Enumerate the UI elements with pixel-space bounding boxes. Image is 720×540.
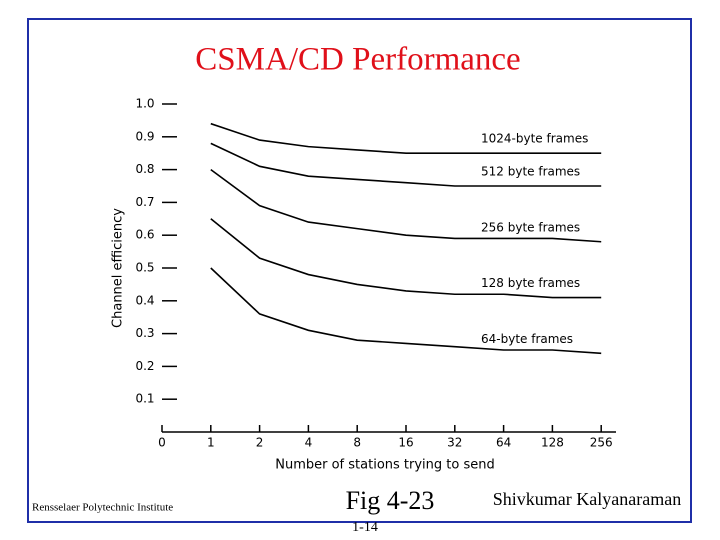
series-label: 256 byte frames bbox=[481, 220, 580, 234]
x-tick-label: 2 bbox=[256, 436, 264, 450]
series-line bbox=[210, 218, 602, 299]
series-label: 512 byte frames bbox=[481, 165, 580, 179]
page-number: 1-14 bbox=[352, 520, 378, 535]
x-tick-label: 1 bbox=[207, 436, 215, 450]
x-tick-label: 0 bbox=[158, 436, 166, 450]
series-label: 64-byte frames bbox=[481, 332, 573, 346]
series-label: 1024-byte frames bbox=[481, 132, 588, 146]
series-label: 128 byte frames bbox=[481, 276, 580, 290]
series-line bbox=[210, 142, 602, 187]
slide-border bbox=[27, 18, 692, 523]
x-tick-label: 4 bbox=[305, 436, 313, 450]
y-tick-label: 0.2 bbox=[135, 359, 154, 373]
x-tick-label: 16 bbox=[398, 436, 413, 450]
y-tick-label: 0.1 bbox=[135, 392, 154, 406]
y-tick-label: 0.9 bbox=[135, 129, 154, 143]
author: Shivkumar Kalyanaraman bbox=[493, 489, 681, 509]
y-tick-label: 0.4 bbox=[135, 293, 154, 307]
y-tick-label: 0.7 bbox=[135, 195, 154, 209]
series-line bbox=[210, 122, 602, 154]
x-tick-label: 64 bbox=[496, 436, 511, 450]
y-tick-label: 0.6 bbox=[135, 228, 154, 242]
figure-label: Fig 4-23 bbox=[346, 486, 435, 515]
y-tick-label: 0.5 bbox=[135, 261, 154, 275]
x-tick-label: 32 bbox=[447, 436, 462, 450]
x-axis-label: Number of stations trying to send bbox=[275, 458, 494, 473]
institute: Rensselaer Polytechnic Institute bbox=[32, 502, 173, 514]
y-tick-label: 0.3 bbox=[135, 326, 154, 340]
y-axis-label: Channel efficiency bbox=[111, 208, 126, 328]
series-line bbox=[210, 168, 602, 243]
y-tick-label: 1.0 bbox=[135, 97, 154, 111]
x-tick-label: 8 bbox=[353, 436, 361, 450]
y-tick-label: 0.8 bbox=[135, 162, 154, 176]
chart-title: CSMA/CD Performance bbox=[195, 42, 520, 78]
x-tick-label: 128 bbox=[541, 436, 564, 450]
x-tick-label: 256 bbox=[590, 436, 613, 450]
series-line bbox=[210, 267, 602, 355]
